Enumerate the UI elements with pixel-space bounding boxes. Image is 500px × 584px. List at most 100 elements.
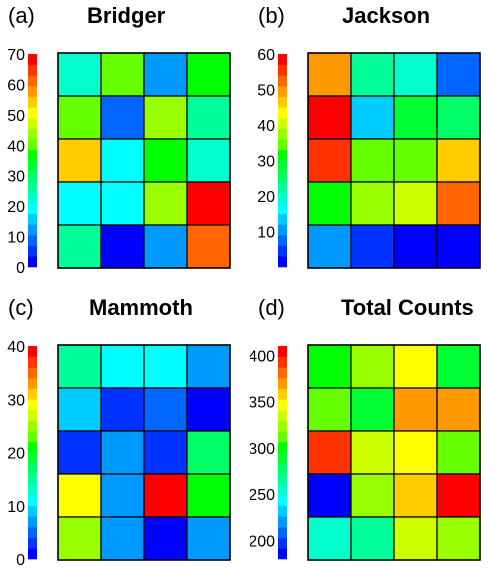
heatmap-cell	[100, 473, 145, 518]
colorbar-segment	[28, 409, 37, 421]
heatmap-cell	[186, 516, 231, 561]
heatmap-panel-bridger: (a) Bridger 0 10 20 30 40 50 60 70	[0, 0, 250, 292]
heatmap-cell	[143, 181, 188, 226]
colorbar-segment	[28, 377, 37, 389]
colorbar-segment	[28, 399, 37, 411]
colorbar-tick-label: 50	[7, 108, 25, 125]
colorbar-tick-label: 30	[7, 392, 25, 409]
colorbar-segment	[278, 203, 287, 215]
colorbar-tick-label: 300	[250, 441, 275, 458]
heatmap-cell	[436, 430, 481, 475]
colorbar-segment	[278, 452, 287, 464]
colorbar-segment	[278, 346, 287, 357]
colorbar-tick-label: 200	[250, 533, 275, 550]
colorbar-segment	[278, 431, 287, 443]
colorbar-segment	[278, 495, 287, 507]
colorbar-tick-label: 0	[16, 552, 25, 569]
colorbar-segment	[278, 505, 287, 517]
colorbar-tick-label: 40	[7, 339, 25, 356]
colorbar-segment	[278, 409, 287, 421]
heatmap-cell	[57, 430, 102, 475]
heatmap-cell	[393, 430, 438, 475]
colorbar-tick-label: 10	[7, 230, 25, 247]
colorbar-tick-label: 40	[7, 138, 25, 155]
colorbar-segment	[278, 473, 287, 485]
heatmap-cell	[307, 430, 352, 475]
heatmap-cell	[186, 430, 231, 475]
colorbar-segment	[278, 192, 287, 204]
heatmap-cell	[350, 95, 395, 140]
colorbar-segment	[28, 181, 37, 193]
heatmap-cell	[393, 344, 438, 389]
colorbar-segment	[278, 224, 287, 236]
heatmap-cell	[57, 181, 102, 226]
heatmap-cell	[186, 181, 231, 226]
heatmap-cell	[57, 344, 102, 389]
colorbar-segment	[28, 463, 37, 475]
colorbar-tick-label: 40	[257, 118, 275, 135]
heatmap-cell	[100, 52, 145, 97]
colorbar-segment	[28, 484, 37, 496]
heatmap-cell	[143, 473, 188, 518]
heatmap-cell	[186, 224, 231, 269]
heatmap-cell	[143, 52, 188, 97]
heatmap-cell	[436, 473, 481, 518]
colorbar-tick-label: 10	[7, 499, 25, 516]
heatmap-cell	[393, 181, 438, 226]
colorbar-segment	[278, 85, 287, 97]
heatmap-cell	[350, 516, 395, 561]
colorbar-tick-label: 30	[7, 169, 25, 186]
colorbar-tick-label: 50	[257, 83, 275, 100]
heatmap-cell	[307, 344, 352, 389]
colorbar-segment	[278, 356, 287, 368]
colorbar-segment	[278, 388, 287, 400]
colorbar-segment	[278, 235, 287, 246]
colorbar-segment	[28, 245, 37, 257]
heatmap-cell	[307, 181, 352, 226]
colorbar-segment	[278, 181, 287, 193]
heatmap-cell	[143, 344, 188, 389]
colorbar-segment	[278, 128, 287, 140]
heatmap-cell	[393, 387, 438, 432]
colorbar-segment	[28, 548, 37, 560]
heatmap-frame	[307, 52, 481, 269]
heatmap-cell	[436, 344, 481, 389]
colorbar-segment	[278, 245, 287, 257]
heatmap-cell	[436, 224, 481, 269]
colorbar-tick-label: 30	[257, 154, 275, 171]
colorbar-segment	[28, 452, 37, 464]
panel-title: Mammoth	[89, 295, 193, 320]
heatmap-cell	[100, 138, 145, 183]
heatmap-cell	[57, 138, 102, 183]
heatmap-cell	[57, 224, 102, 269]
heatmap-cell	[186, 52, 231, 97]
heatmap-cell	[186, 473, 231, 518]
colorbar-segment	[278, 139, 287, 151]
heatmap-cell	[436, 181, 481, 226]
colorbar-segment	[278, 527, 287, 538]
heatmap-cell	[350, 224, 395, 269]
heatmap-cell	[143, 430, 188, 475]
colorbar-segment	[28, 203, 37, 215]
colorbar-segment	[28, 192, 37, 204]
heatmap-cell	[393, 224, 438, 269]
heatmap-cell	[100, 224, 145, 269]
colorbar-segment	[28, 96, 37, 108]
heatmap-cell	[307, 387, 352, 432]
heatmap-plot: 0 10 20 30 40	[7, 339, 231, 569]
heatmap-plot: 200 250 300 350 400	[250, 344, 481, 561]
panel-title: Bridger	[87, 3, 166, 28]
heatmap-cell	[57, 516, 102, 561]
colorbar-segment	[28, 149, 37, 161]
colorbar-segment	[28, 441, 37, 453]
colorbar-segment	[278, 149, 287, 161]
heatmap-cell	[143, 138, 188, 183]
colorbar-segment	[28, 420, 37, 432]
colorbar-tick-label: 350	[250, 395, 275, 412]
colorbar-segment	[278, 441, 287, 453]
heatmap-cell	[143, 516, 188, 561]
colorbar-segment	[28, 85, 37, 97]
colorbar-segment	[28, 224, 37, 236]
colorbar-segment	[278, 171, 287, 183]
heatmap-cell	[143, 95, 188, 140]
